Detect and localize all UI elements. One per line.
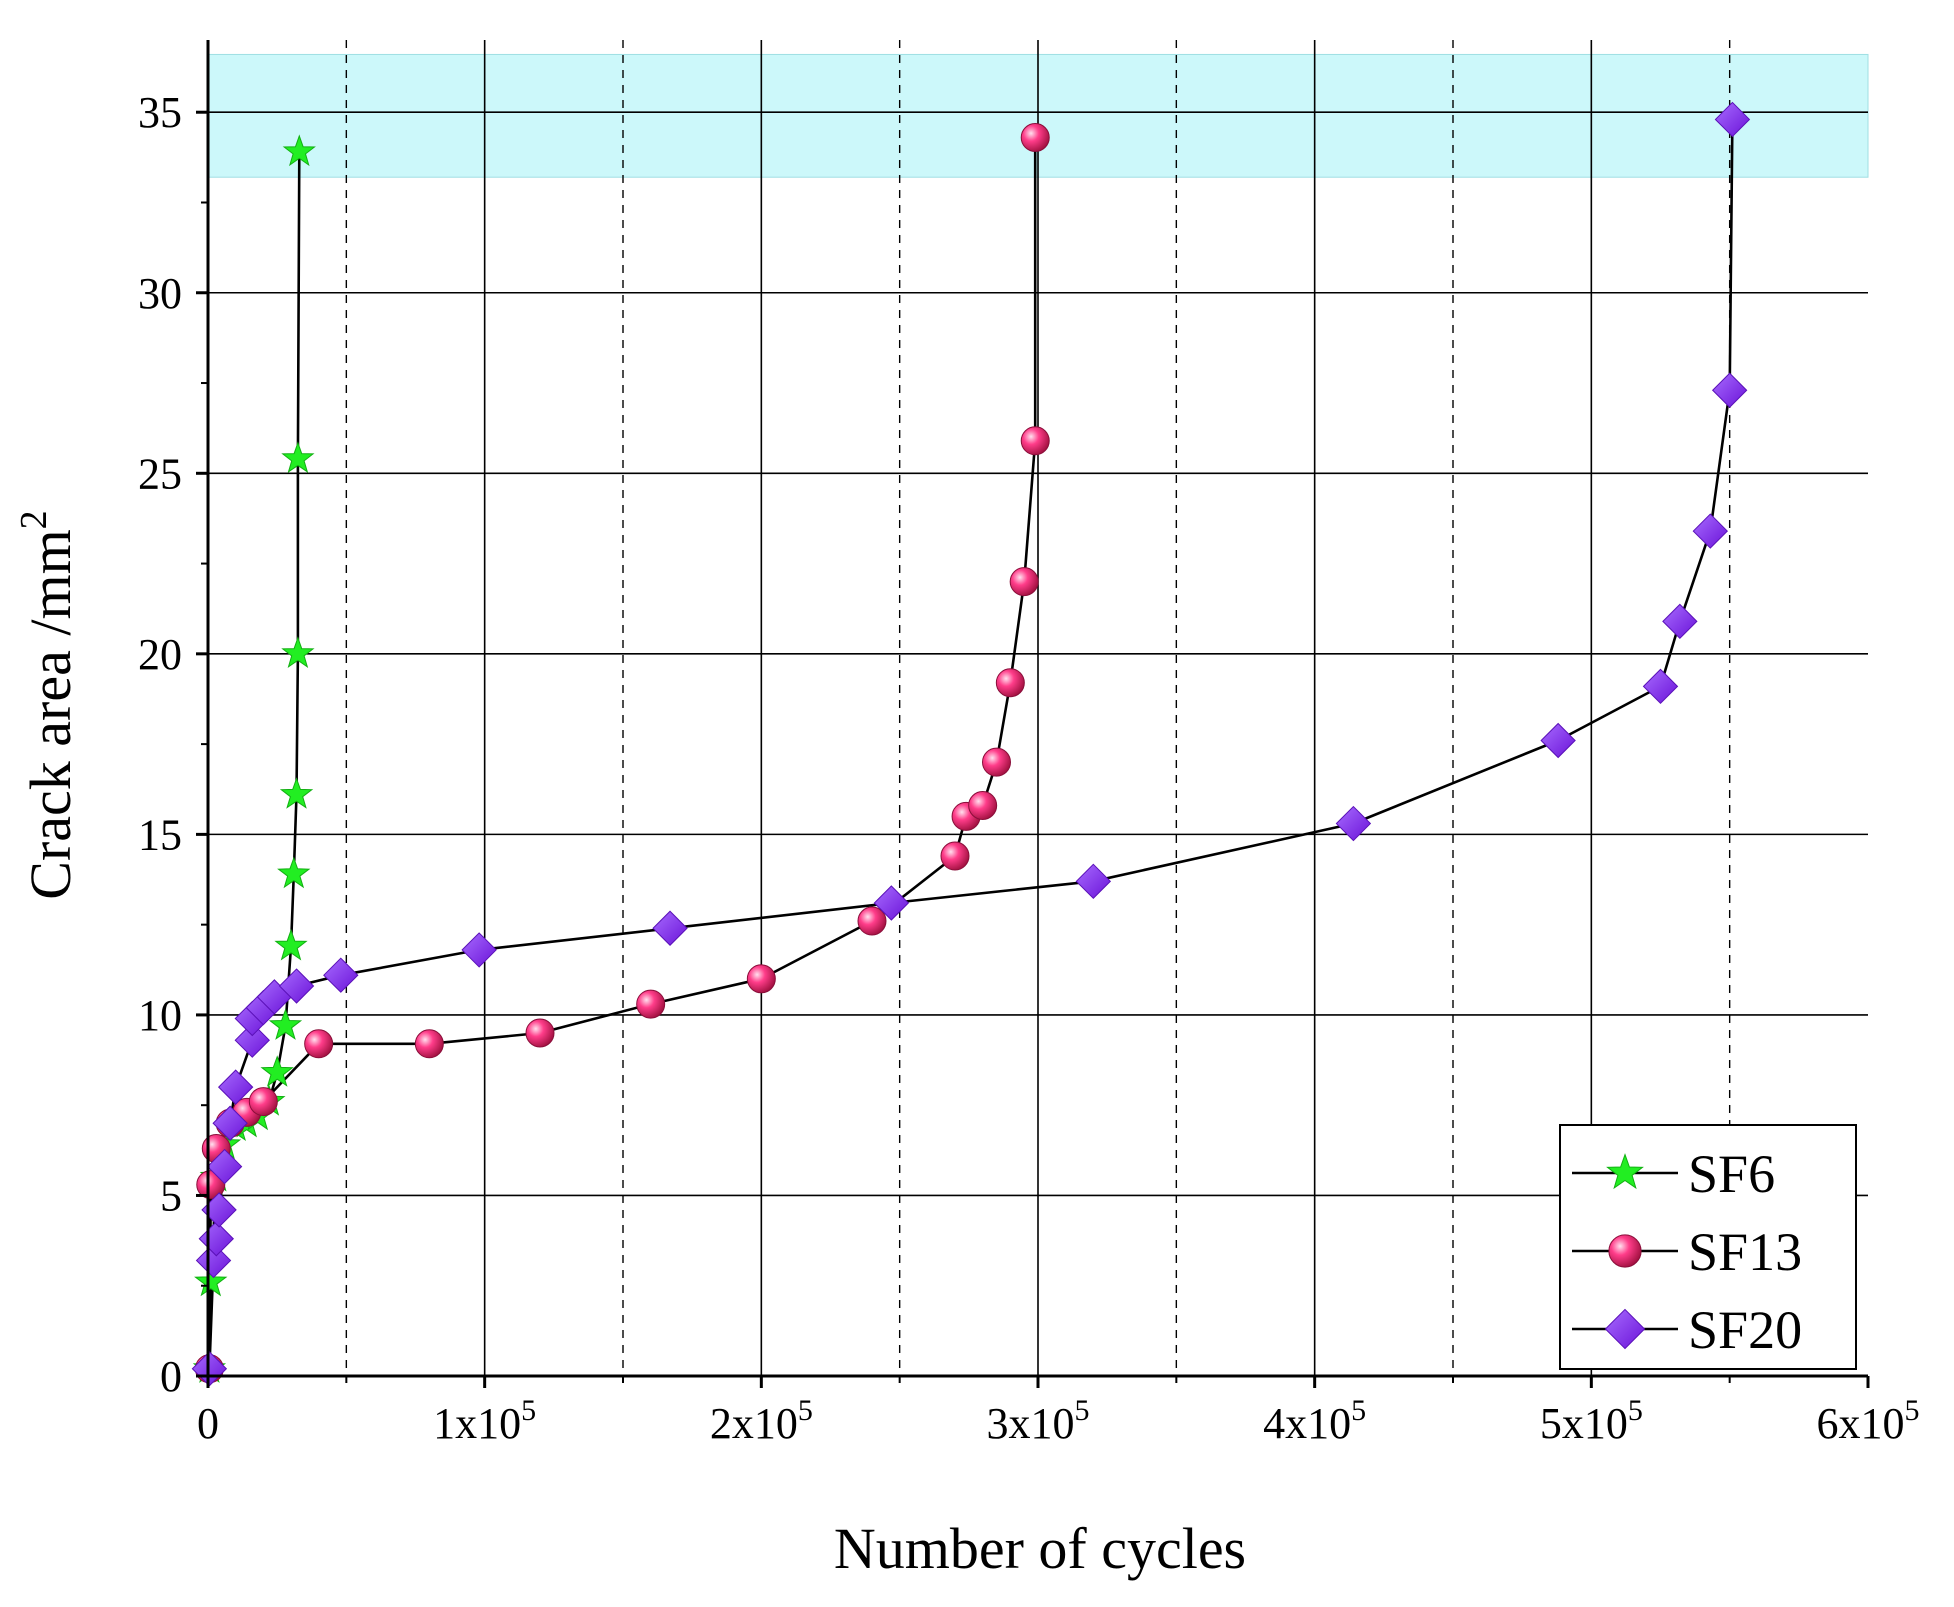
y-tick-label: 35 (138, 88, 182, 137)
data-point-sf6 (268, 1008, 303, 1040)
y-axis-title-group: Crack area /mm2 (13, 510, 83, 899)
x-tick-label: 3x105 (987, 1394, 1090, 1448)
plot-area (191, 40, 1869, 1387)
data-point-sf13 (196, 1170, 226, 1200)
data-point-sf20 (195, 1242, 232, 1279)
data-point-sf20 (873, 885, 910, 921)
data-point-sf20 (234, 1022, 270, 1058)
data-point-sf20 (1335, 805, 1372, 842)
data-point-sf13 (636, 989, 666, 1019)
data-point-sf20 (1692, 513, 1729, 549)
data-point-sf20 (1075, 863, 1112, 900)
legend-label-sf20: SF20 (1688, 1300, 1802, 1360)
legend-marker-sf6 (1606, 1153, 1644, 1190)
data-point-sf20 (206, 1148, 243, 1185)
data-point-sf6 (260, 1055, 294, 1087)
data-point-sf13 (940, 841, 970, 871)
data-point-sf6 (282, 134, 316, 167)
data-point-sf6 (279, 777, 314, 809)
x-tick-label: 2x105 (710, 1394, 813, 1448)
x-tick-label: 5x105 (1540, 1394, 1643, 1448)
data-point-sf20 (1540, 722, 1576, 759)
data-point-sf6 (194, 1264, 228, 1297)
data-point-sf13 (1020, 426, 1050, 456)
y-tick-label: 10 (138, 991, 182, 1040)
legend: SF6 SF13 SF20 (1559, 1124, 1857, 1370)
legend-marker-sf20 (1604, 1308, 1646, 1350)
legend-marker-sf13 (1608, 1234, 1642, 1268)
x-axis-title: Number of cycles (834, 1516, 1246, 1581)
data-point-sf6 (281, 636, 315, 669)
data-point-sf13 (968, 790, 998, 820)
data-point-sf6 (281, 441, 315, 473)
data-point-sf20 (1642, 668, 1679, 705)
data-point-sf13 (995, 668, 1025, 698)
legend-label-sf13: SF13 (1688, 1222, 1802, 1282)
data-point-sf13 (982, 747, 1011, 777)
data-point-sf20 (323, 957, 359, 993)
data-point-sf20 (212, 1105, 248, 1141)
data-point-sf20 (1714, 101, 1751, 138)
x-tick-label: 4x105 (1263, 1394, 1366, 1448)
data-point-sf20 (1662, 603, 1698, 640)
data-point-sf13 (1020, 122, 1050, 152)
y-tick-label: 30 (138, 269, 182, 318)
axes: 0 5 10 15 20 25 30 35 0 1x105 2x105 3x105 4x105 5x105… (138, 40, 1920, 1448)
data-point-sf13 (304, 1029, 334, 1059)
data-point-sf20 (1711, 372, 1748, 408)
data-point-sf13 (1009, 567, 1039, 597)
y-tick-label: 5 (160, 1171, 182, 1220)
data-point-sf13 (525, 1018, 555, 1048)
y-tick-label: 15 (138, 810, 182, 859)
data-point-sf20 (278, 968, 315, 1004)
data-point-sf13 (414, 1029, 444, 1059)
y-tick-label: 25 (138, 449, 182, 498)
x-tick-label: 1x105 (433, 1394, 536, 1448)
y-tick-label: 20 (138, 630, 182, 679)
y-axis-title: Crack area /mm2 (13, 510, 83, 899)
data-point-sf20 (217, 1069, 254, 1105)
data-point-sf13 (857, 906, 887, 936)
y-tick-label: 0 (160, 1352, 182, 1401)
data-point-sf13 (746, 964, 776, 994)
data-point-sf20 (461, 932, 497, 968)
x-tick-label: 6x105 (1817, 1394, 1920, 1448)
data-point-sf6 (277, 856, 311, 889)
legend-label-sf6: SF6 (1688, 1144, 1775, 1204)
data-point-sf13 (248, 1087, 278, 1117)
data-point-sf6 (274, 928, 308, 961)
data-point-sf20 (652, 910, 688, 946)
x-tick-label: 0 (197, 1399, 219, 1448)
